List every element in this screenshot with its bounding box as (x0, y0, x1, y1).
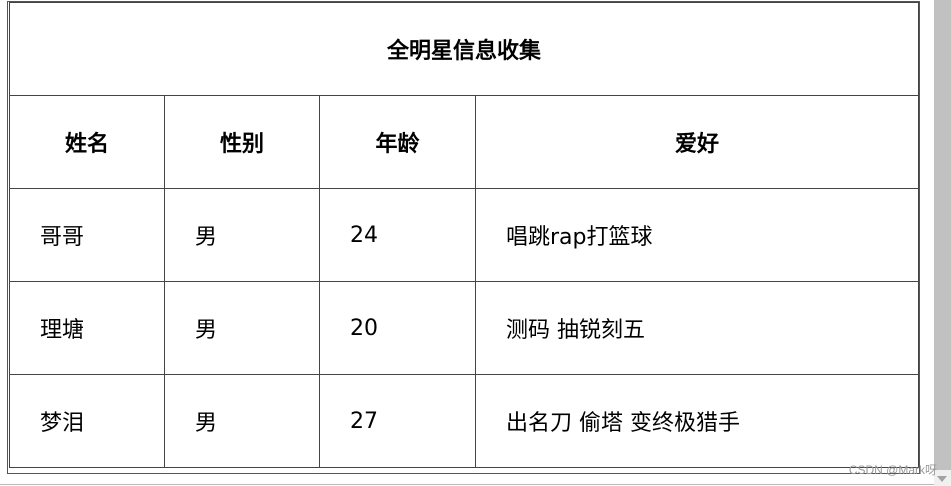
cell-name: 梦泪 (9, 374, 165, 468)
cell-age: 24 (319, 188, 476, 282)
header-name: 姓名 (9, 95, 165, 189)
cell-hobby: 唱跳rap打篮球 (475, 188, 919, 282)
cell-hobby: 出名刀 偷塔 变终极猎手 (475, 374, 919, 468)
cell-age: 27 (319, 374, 476, 468)
header-gender: 性别 (164, 95, 320, 189)
cell-gender: 男 (164, 188, 320, 282)
cell-name: 哥哥 (9, 188, 165, 282)
table-title: 全明星信息收集 (9, 2, 919, 96)
table-outer-border (7, 1, 920, 474)
cell-gender: 男 (164, 281, 320, 375)
all-star-info-table: 全明星信息收集 姓名 性别 年龄 爱好 哥哥 男 24 唱跳rap打篮球 理塘 … (9, 2, 919, 468)
table-row: 哥哥 男 24 唱跳rap打篮球 (9, 188, 919, 282)
bottom-divider (0, 484, 934, 485)
cell-name: 理塘 (9, 281, 165, 375)
cell-gender: 男 (164, 374, 320, 468)
watermark: CSDN @Mark呀 (848, 463, 937, 477)
scroll-down-arrow-icon[interactable] (937, 476, 947, 482)
table-row: 理塘 男 20 测码 抽锐刻五 (9, 281, 919, 375)
table-header-row: 姓名 性别 年龄 爱好 (9, 95, 919, 189)
scrollbar-thumb[interactable] (934, 0, 951, 470)
vertical-scrollbar[interactable] (934, 0, 951, 486)
header-hobby: 爱好 (475, 95, 919, 189)
header-age: 年龄 (319, 95, 476, 189)
table-row: 梦泪 男 27 出名刀 偷塔 变终极猎手 (9, 374, 919, 468)
cell-hobby: 测码 抽锐刻五 (475, 281, 919, 375)
cell-age: 20 (319, 281, 476, 375)
